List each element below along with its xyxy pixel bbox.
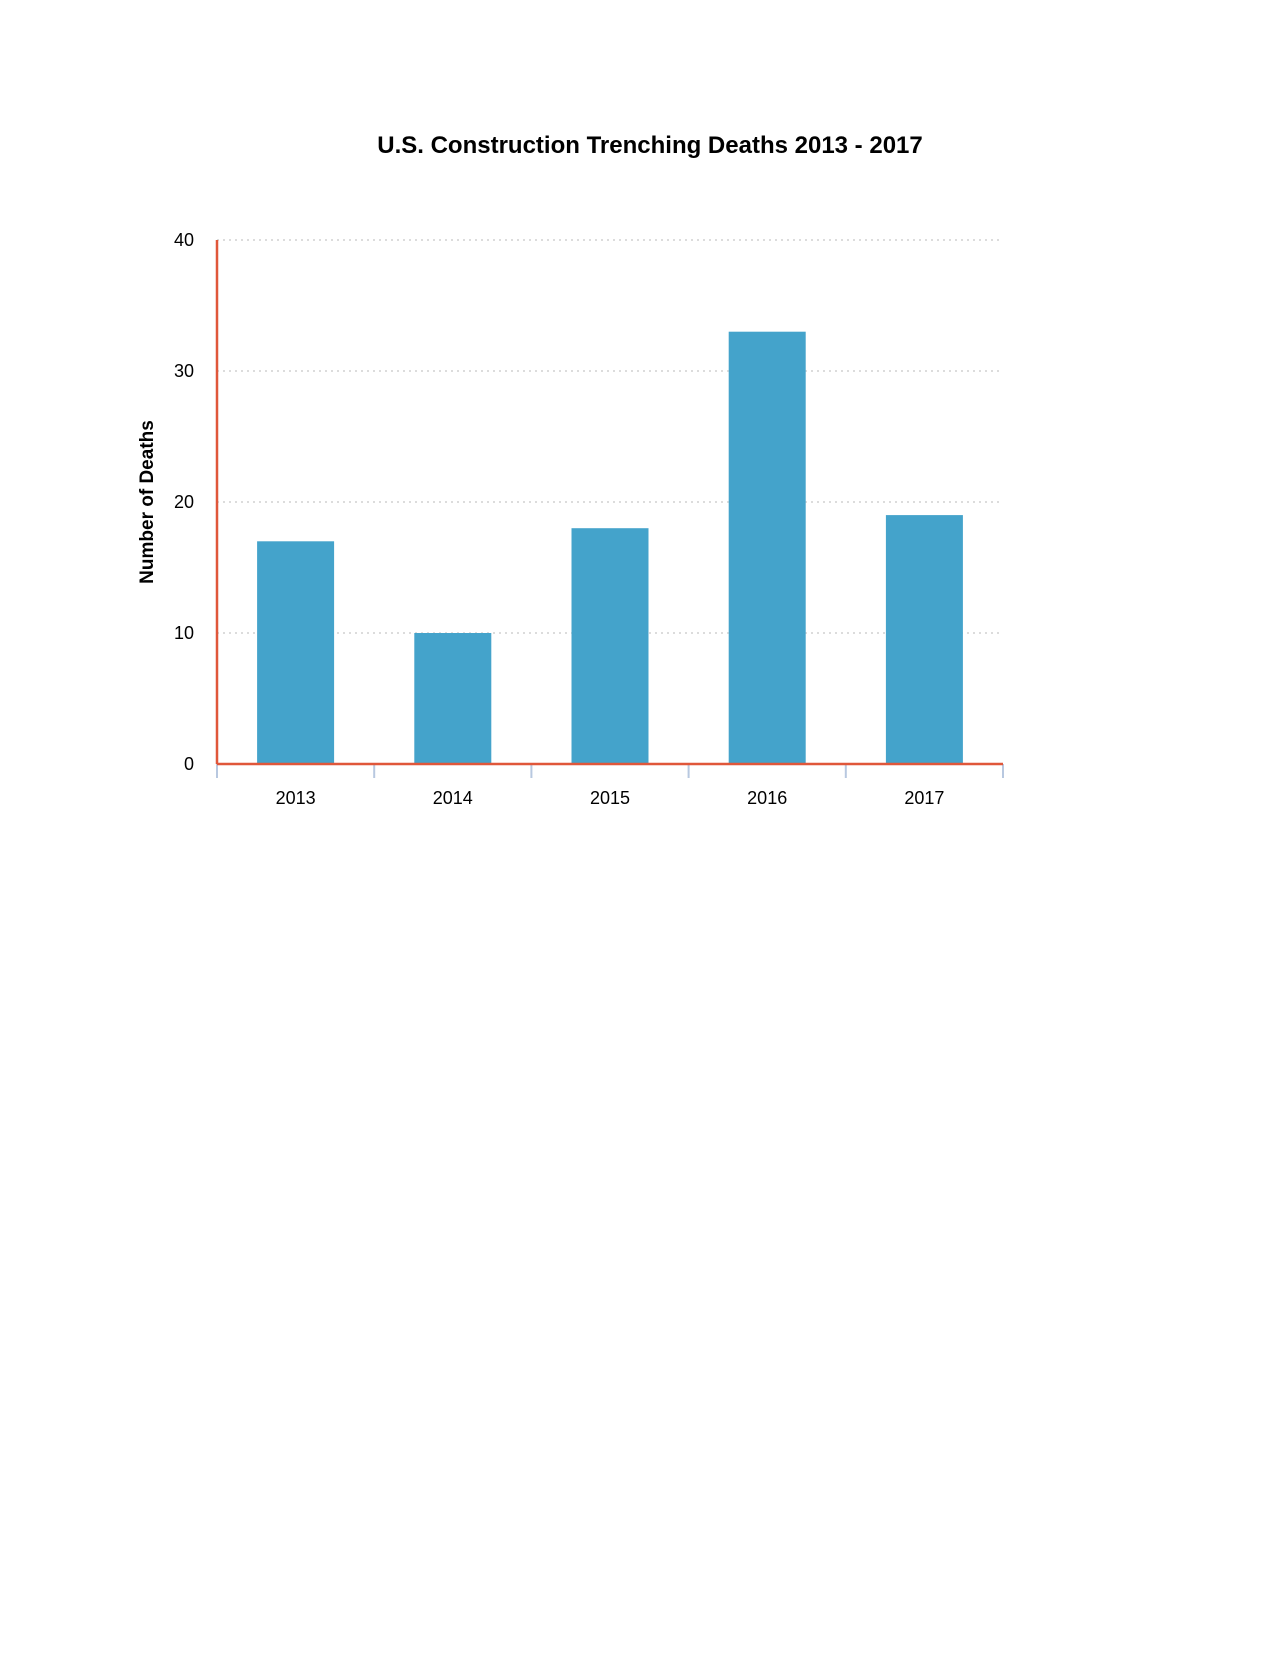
bar-2015 <box>571 528 649 764</box>
y-tick-label: 30 <box>174 361 194 381</box>
y-tick-label: 10 <box>174 623 194 643</box>
x-tick-label: 2014 <box>433 788 473 808</box>
x-tick-labels: 2013 2014 2015 2016 2017 <box>276 788 945 808</box>
bar-2016 <box>728 331 806 764</box>
bar-2014 <box>414 633 492 764</box>
y-axis-label: Number of Deaths <box>137 420 158 584</box>
chart-title: U.S. Construction Trenching Deaths 2013 … <box>377 132 922 159</box>
x-tick-label: 2016 <box>747 788 787 808</box>
x-tick-label: 2017 <box>904 788 944 808</box>
x-tick-label: 2013 <box>276 788 316 808</box>
x-tick-label: 2015 <box>590 788 630 808</box>
y-tick-labels: 0 10 20 30 40 <box>174 230 194 774</box>
gridlines <box>217 239 1003 634</box>
y-tick-label: 20 <box>174 492 194 512</box>
bar-2013 <box>257 541 335 764</box>
axes <box>215 240 1004 778</box>
y-tick-label: 0 <box>184 754 194 774</box>
y-tick-label: 40 <box>174 230 194 250</box>
bar-2017 <box>885 515 963 764</box>
bars <box>257 331 963 764</box>
